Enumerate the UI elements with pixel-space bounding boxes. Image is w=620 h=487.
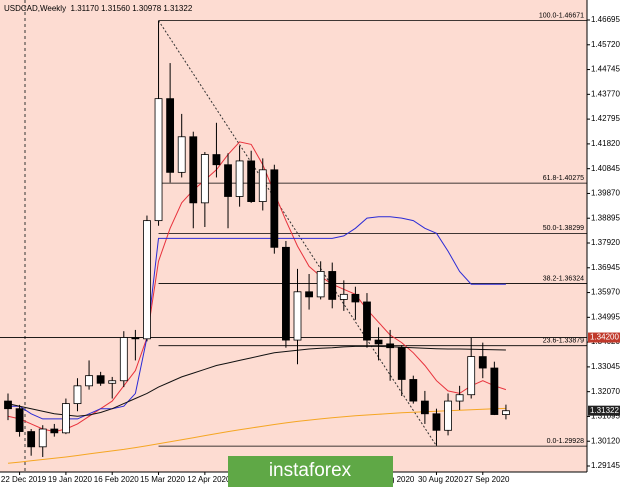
- candle-body: [374, 339, 383, 345]
- x-tick-label: 16 Feb 2020: [94, 475, 139, 484]
- candle-body: [96, 375, 105, 384]
- candle-body: [154, 98, 163, 222]
- y-tick-label: 1.39870: [591, 189, 620, 198]
- price-label: 1.31322: [590, 406, 619, 415]
- x-tick-label: 30 Aug 2020: [418, 475, 463, 484]
- candle-body: [50, 428, 59, 434]
- fib-label: 61.8-1.40275: [543, 175, 584, 182]
- candle-body: [386, 343, 395, 349]
- x-tick-label: 2 Aug 2020: [374, 475, 415, 484]
- candle-body: [15, 408, 24, 432]
- candle-body: [328, 271, 337, 300]
- candle-body: [189, 136, 198, 204]
- y-tick-label: 1.31095: [591, 412, 620, 421]
- fib-label: 50.0-1.38299: [543, 225, 584, 232]
- candle-body: [4, 400, 12, 410]
- candle-body: [478, 356, 487, 369]
- y-tick-label: 1.34995: [591, 312, 620, 321]
- x-tick-label: 27 Sep 2020: [464, 475, 510, 484]
- indicator-line: [7, 345, 506, 417]
- y-tick-label: 1.36945: [591, 263, 620, 272]
- candle-body: [62, 403, 70, 434]
- candle-body: [85, 375, 93, 387]
- y-tick-label: 1.43770: [591, 89, 620, 98]
- candle-body: [397, 347, 406, 380]
- candle-body: [432, 413, 441, 431]
- fib-trend-line: [158, 20, 437, 447]
- indicator-line: [8, 216, 506, 420]
- candle-body: [409, 379, 418, 402]
- candle-body: [270, 169, 279, 248]
- y-tick-label: 1.30120: [591, 436, 620, 445]
- candle-body: [282, 246, 290, 341]
- fib-label: 0.0-1.29928: [547, 438, 584, 445]
- candle-body: [200, 154, 209, 204]
- plot-area: [0, 0, 587, 472]
- fib-label: 38.2-1.36324: [543, 275, 584, 282]
- chart-title: USDCAD,Weekly 1.31170 1.31560 1.30978 1.…: [4, 4, 193, 13]
- y-tick-label: 1.32070: [591, 387, 620, 396]
- candle-body: [27, 431, 36, 448]
- fib-label: 23.6-1.33879: [543, 338, 584, 345]
- candle-body: [143, 220, 151, 340]
- candle-body: [293, 291, 302, 341]
- candle-body: [467, 356, 476, 396]
- candle-body: [258, 169, 267, 202]
- x-tick-label: 22 Dec 2019: [1, 475, 47, 484]
- watermark-box: [228, 456, 393, 487]
- x-tick-label: 15 Mar 2020: [140, 475, 185, 484]
- candle-body: [73, 385, 82, 405]
- y-tick-label: 1.42795: [591, 114, 620, 123]
- candle-body: [119, 337, 128, 382]
- candle-body: [363, 301, 371, 341]
- watermark: instaforex: [269, 460, 352, 481]
- candle-body: [177, 136, 186, 173]
- candle-body: [212, 154, 221, 166]
- x-tick-label: 12 Apr 2020: [187, 475, 231, 484]
- candle-body: [224, 164, 232, 197]
- candle-body: [351, 293, 360, 303]
- y-tick-label: 1.41820: [591, 139, 620, 148]
- candle-body: [490, 367, 499, 415]
- candle-body: [455, 394, 464, 402]
- candle-body: [131, 337, 140, 340]
- price-label-box: [588, 332, 620, 343]
- y-tick-label: 1.44745: [591, 65, 620, 74]
- candle-body: [339, 293, 348, 300]
- y-tick-label: 1.38895: [591, 213, 620, 222]
- candle-body: [235, 160, 244, 197]
- candle-body: [420, 400, 429, 415]
- candle-body: [108, 380, 117, 384]
- fib-label: 100.0-1.46671: [539, 12, 584, 19]
- price-label: 1.34200: [590, 333, 619, 342]
- y-tick-label: 1.35970: [591, 288, 620, 297]
- x-tick-label: 19 Jan 2020: [48, 475, 93, 484]
- candle-body: [444, 400, 452, 431]
- candle-body: [166, 98, 175, 173]
- candle-body: [38, 428, 47, 448]
- candle-body: [316, 271, 325, 298]
- y-tick-label: 1.37920: [591, 238, 620, 247]
- y-tick-label: 1.46695: [591, 15, 620, 24]
- price-label-box: [588, 405, 620, 416]
- y-tick-label: 1.29145: [591, 461, 620, 470]
- candle-body: [305, 291, 313, 298]
- y-tick-label: 1.33045: [591, 362, 620, 371]
- y-tick-label: 1.40845: [591, 164, 620, 173]
- y-tick-label: 1.45720: [591, 40, 620, 49]
- candle-body: [247, 160, 256, 202]
- candle-body: [502, 410, 510, 415]
